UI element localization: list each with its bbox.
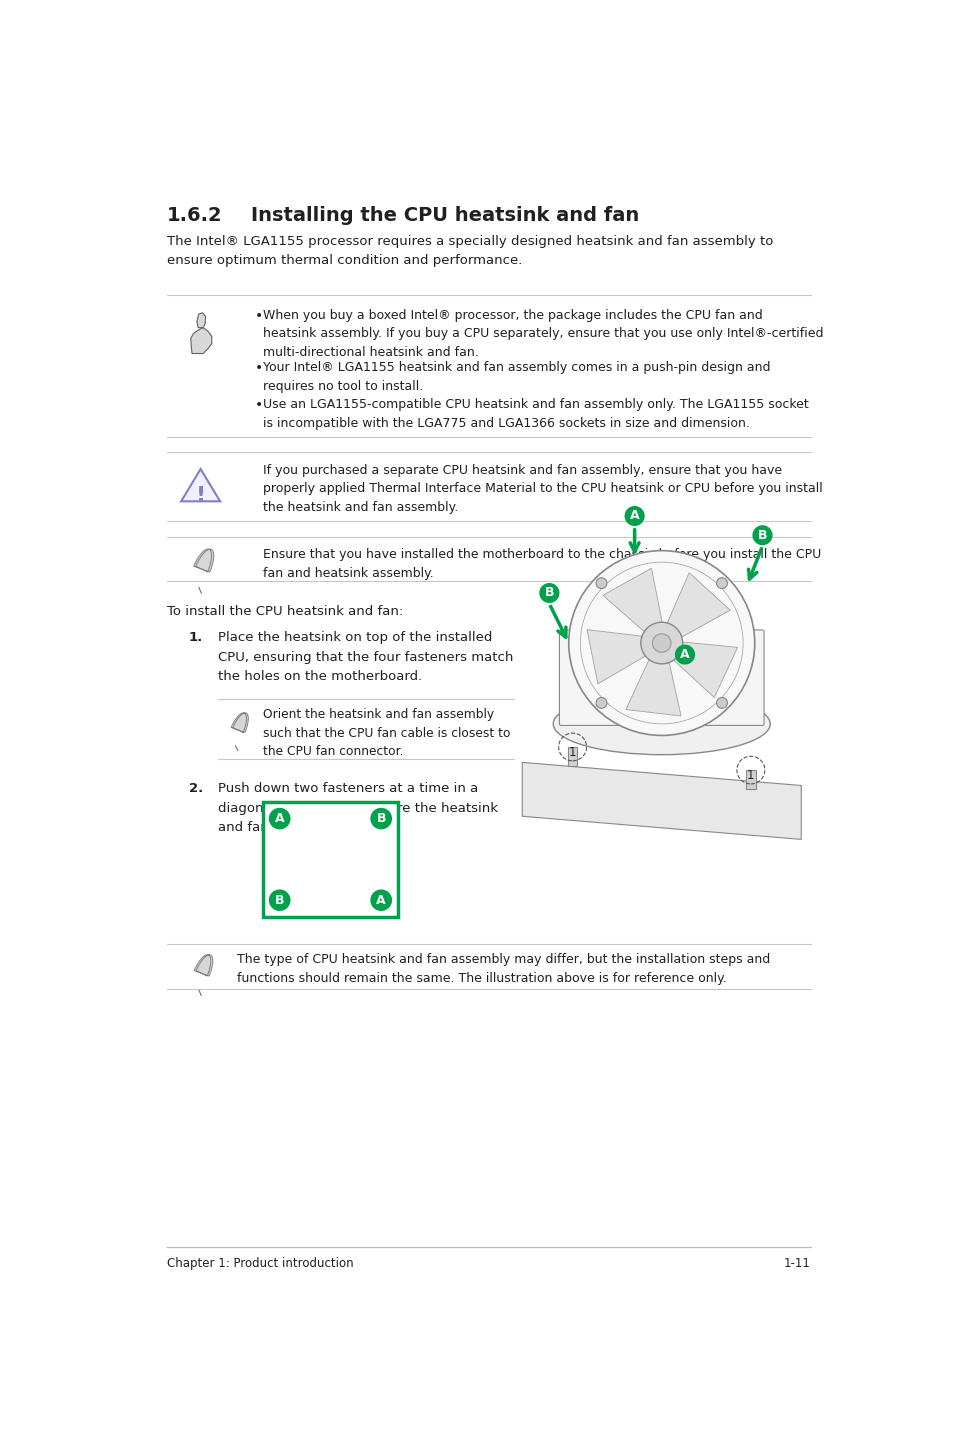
Text: Installing the CPU heatsink and fan: Installing the CPU heatsink and fan xyxy=(251,206,639,224)
Text: The Intel® LGA1155 processor requires a specially designed heatsink and fan asse: The Intel® LGA1155 processor requires a … xyxy=(167,234,773,267)
Circle shape xyxy=(640,623,682,664)
Circle shape xyxy=(674,644,695,664)
Text: Ensure that you have installed the motherboard to the chassis before you install: Ensure that you have installed the mothe… xyxy=(262,548,820,580)
Circle shape xyxy=(370,890,392,912)
Circle shape xyxy=(596,578,606,588)
Polygon shape xyxy=(196,313,205,328)
Text: 1.: 1. xyxy=(189,631,203,644)
Circle shape xyxy=(652,634,670,653)
Text: Place the heatsink on top of the installed
CPU, ensuring that the four fasteners: Place the heatsink on top of the install… xyxy=(218,631,514,683)
Circle shape xyxy=(370,808,392,830)
Polygon shape xyxy=(521,762,801,840)
Text: A: A xyxy=(629,509,639,522)
Text: A: A xyxy=(376,893,386,907)
Text: !: ! xyxy=(195,486,206,506)
Text: 1: 1 xyxy=(568,746,576,759)
FancyBboxPatch shape xyxy=(558,630,763,725)
Text: 1.6.2: 1.6.2 xyxy=(167,206,223,224)
Text: B: B xyxy=(544,587,554,600)
Text: If you purchased a separate CPU heatsink and fan assembly, ensure that you have
: If you purchased a separate CPU heatsink… xyxy=(262,463,821,513)
Circle shape xyxy=(716,578,727,588)
Circle shape xyxy=(568,551,754,735)
Text: Orient the heatsink and fan assembly
such that the CPU fan cable is closest to
t: Orient the heatsink and fan assembly suc… xyxy=(262,709,510,758)
Circle shape xyxy=(752,525,772,545)
Ellipse shape xyxy=(553,693,769,755)
Polygon shape xyxy=(181,469,220,502)
Polygon shape xyxy=(674,643,737,697)
Polygon shape xyxy=(667,572,729,637)
Polygon shape xyxy=(191,328,212,354)
Text: Your Intel® LGA1155 heatsink and fan assembly comes in a push-pin design and
req: Your Intel® LGA1155 heatsink and fan ass… xyxy=(262,361,769,393)
FancyBboxPatch shape xyxy=(262,801,397,917)
Polygon shape xyxy=(231,713,248,732)
Circle shape xyxy=(596,697,606,709)
Text: When you buy a boxed Intel® processor, the package includes the CPU fan and
heat: When you buy a boxed Intel® processor, t… xyxy=(262,309,822,360)
Text: A: A xyxy=(679,649,689,661)
Text: B: B xyxy=(757,529,766,542)
Text: 2.: 2. xyxy=(189,782,203,795)
Polygon shape xyxy=(193,955,213,976)
Text: B: B xyxy=(376,812,386,825)
Text: Push down two fasteners at a time in a
diagonal sequence to secure the heatsink
: Push down two fasteners at a time in a d… xyxy=(218,782,497,834)
FancyBboxPatch shape xyxy=(567,746,577,766)
Polygon shape xyxy=(586,630,644,684)
FancyBboxPatch shape xyxy=(745,771,755,789)
Text: •: • xyxy=(254,398,263,413)
Text: The type of CPU heatsink and fan assembly may differ, but the installation steps: The type of CPU heatsink and fan assembl… xyxy=(236,953,769,985)
Text: B: B xyxy=(274,893,284,907)
Text: 1: 1 xyxy=(746,769,754,782)
Text: To install the CPU heatsink and fan:: To install the CPU heatsink and fan: xyxy=(167,604,403,617)
Text: •: • xyxy=(254,361,263,375)
Text: Use an LGA1155-compatible CPU heatsink and fan assembly only. The LGA1155 socket: Use an LGA1155-compatible CPU heatsink a… xyxy=(262,398,807,430)
Text: Chapter 1: Product introduction: Chapter 1: Product introduction xyxy=(167,1257,354,1270)
Text: A: A xyxy=(274,812,284,825)
Polygon shape xyxy=(625,660,680,716)
Circle shape xyxy=(269,808,291,830)
Circle shape xyxy=(624,506,644,526)
Circle shape xyxy=(538,582,558,603)
Polygon shape xyxy=(193,549,213,572)
Circle shape xyxy=(716,697,727,709)
Polygon shape xyxy=(602,568,661,631)
Circle shape xyxy=(269,890,291,912)
Text: 1-11: 1-11 xyxy=(782,1257,810,1270)
Text: •: • xyxy=(254,309,263,324)
